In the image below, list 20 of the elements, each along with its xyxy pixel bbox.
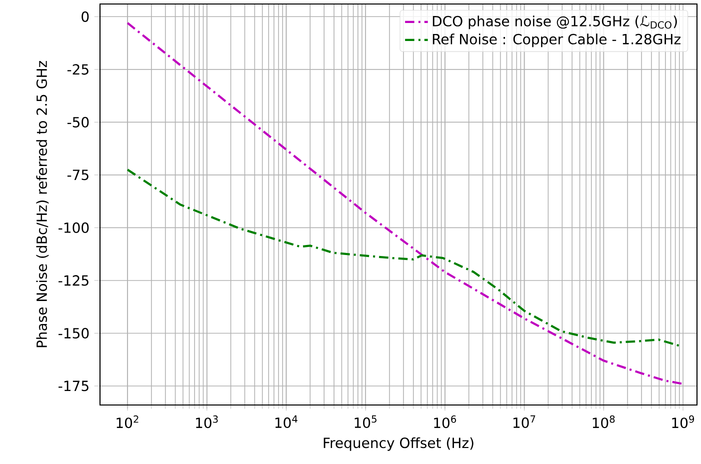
x-tick-label: 10$^{7}$ [513, 415, 536, 428]
x-tick-label: 10$^{4}$ [275, 415, 298, 428]
legend-label: Ref Noise : Copper Cable - 1.28GHz [432, 34, 680, 48]
y-tick-label: -50 [67, 116, 89, 128]
x-tick-label: 10$^{6}$ [434, 415, 456, 428]
y-tick-label: -25 [67, 64, 88, 75]
x-tick-label: 10$^{2}$ [116, 415, 138, 428]
x-tick-label: 10$^{8}$ [592, 415, 615, 428]
legend-label: DCO phase noise @12.5GHz (ℒ$_{DCO}$) [432, 16, 677, 30]
x-tick-label: 10$^{3}$ [196, 415, 218, 428]
y-tick-label: 0 [82, 11, 89, 22]
y-tick-label: -175 [58, 380, 88, 392]
y-tick-label: -150 [58, 328, 89, 339]
y-tick-label: -125 [58, 275, 88, 286]
x-tick-label: 10$^{9}$ [672, 415, 694, 428]
y-axis-title: Phase Noise (dBc/Hz) referred to 2.5 GHz [36, 61, 49, 348]
y-tick-label: -75 [67, 170, 88, 180]
x-axis-title: Frequency Offset (Hz) [324, 437, 474, 451]
x-tick-label: 10$^{5}$ [354, 415, 376, 428]
y-tick-label: -100 [58, 222, 89, 233]
